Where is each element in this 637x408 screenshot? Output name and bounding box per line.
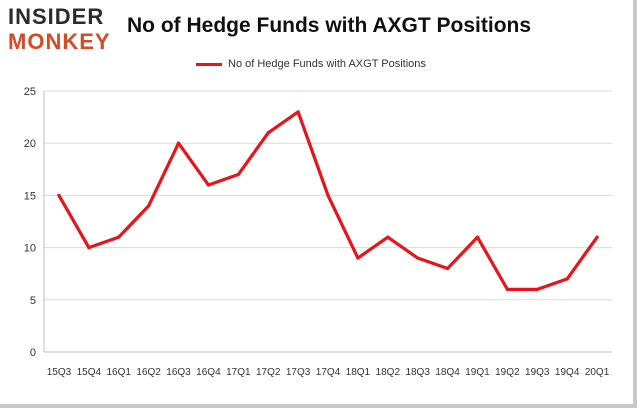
x-tick-label: 19Q4 — [555, 367, 580, 378]
x-tick-label: 16Q3 — [166, 367, 191, 378]
x-tick-label: 15Q3 — [47, 367, 72, 378]
data-point — [565, 277, 569, 281]
y-tick-label: 0 — [30, 347, 36, 359]
x-tick-label: 19Q3 — [525, 367, 550, 378]
x-tick-label: 17Q3 — [286, 367, 311, 378]
x-tick-label: 17Q4 — [316, 367, 341, 378]
x-tick-label: 18Q2 — [376, 367, 401, 378]
x-tick-label: 16Q4 — [196, 367, 221, 378]
chart-title: No of Hedge Funds with AXGT Positions — [127, 14, 532, 37]
grid-lines — [43, 90, 612, 353]
data-point — [57, 193, 61, 197]
data-point — [475, 235, 480, 239]
logo-line-1: INSIDER — [8, 4, 105, 29]
y-tick-label: 5 — [30, 295, 36, 307]
x-tick-label: 17Q1 — [226, 367, 251, 378]
x-tick-label: 18Q4 — [435, 367, 460, 378]
legend-swatch — [196, 62, 222, 66]
data-point — [266, 131, 270, 135]
data-point — [595, 235, 599, 239]
data-point — [206, 183, 211, 187]
y-tick-label: 15 — [24, 190, 36, 202]
x-tick-label: 19Q2 — [495, 367, 520, 378]
data-point — [87, 246, 91, 250]
x-tick-label: 18Q1 — [346, 367, 371, 378]
y-tick-label: 10 — [24, 243, 36, 255]
logo-line-2: MONKEY — [8, 29, 111, 54]
x-tick-label: 16Q2 — [136, 367, 161, 378]
x-tick-label: 17Q2 — [256, 367, 281, 378]
legend-label: No of Hedge Funds with AXGT Positions — [228, 58, 426, 70]
data-point — [356, 256, 360, 260]
y-tick-label: 25 — [24, 86, 36, 98]
data-point — [445, 266, 450, 271]
x-axis-ticks: 15Q3 15Q4 16Q1 16Q2 16Q3 16Q4 17Q1 17Q2 17Q3 17Q4… — [47, 367, 610, 378]
y-axis-ticks: 0 5 10 15 20 25 — [24, 86, 36, 359]
data-point — [386, 235, 390, 239]
y-tick-label: 20 — [24, 138, 36, 150]
chart-legend: No of Hedge Funds with AXGT Positions — [196, 56, 426, 72]
series-line — [57, 110, 599, 291]
x-tick-label: 16Q1 — [107, 367, 132, 378]
data-point — [176, 141, 181, 145]
insider-monkey-logo: INSIDER MONKEY — [8, 6, 120, 54]
data-point — [416, 256, 420, 260]
x-tick-label: 20Q1 — [585, 367, 610, 378]
data-point — [236, 172, 240, 177]
series-group — [57, 110, 599, 291]
x-tick-label: 15Q4 — [77, 367, 102, 378]
data-point — [505, 287, 509, 291]
data-point — [147, 204, 151, 208]
x-tick-label: 18Q3 — [405, 367, 430, 378]
data-point — [117, 235, 121, 239]
data-point — [296, 110, 300, 114]
data-point — [326, 193, 330, 197]
x-tick-label: 19Q1 — [465, 367, 490, 378]
data-point — [535, 287, 539, 291]
